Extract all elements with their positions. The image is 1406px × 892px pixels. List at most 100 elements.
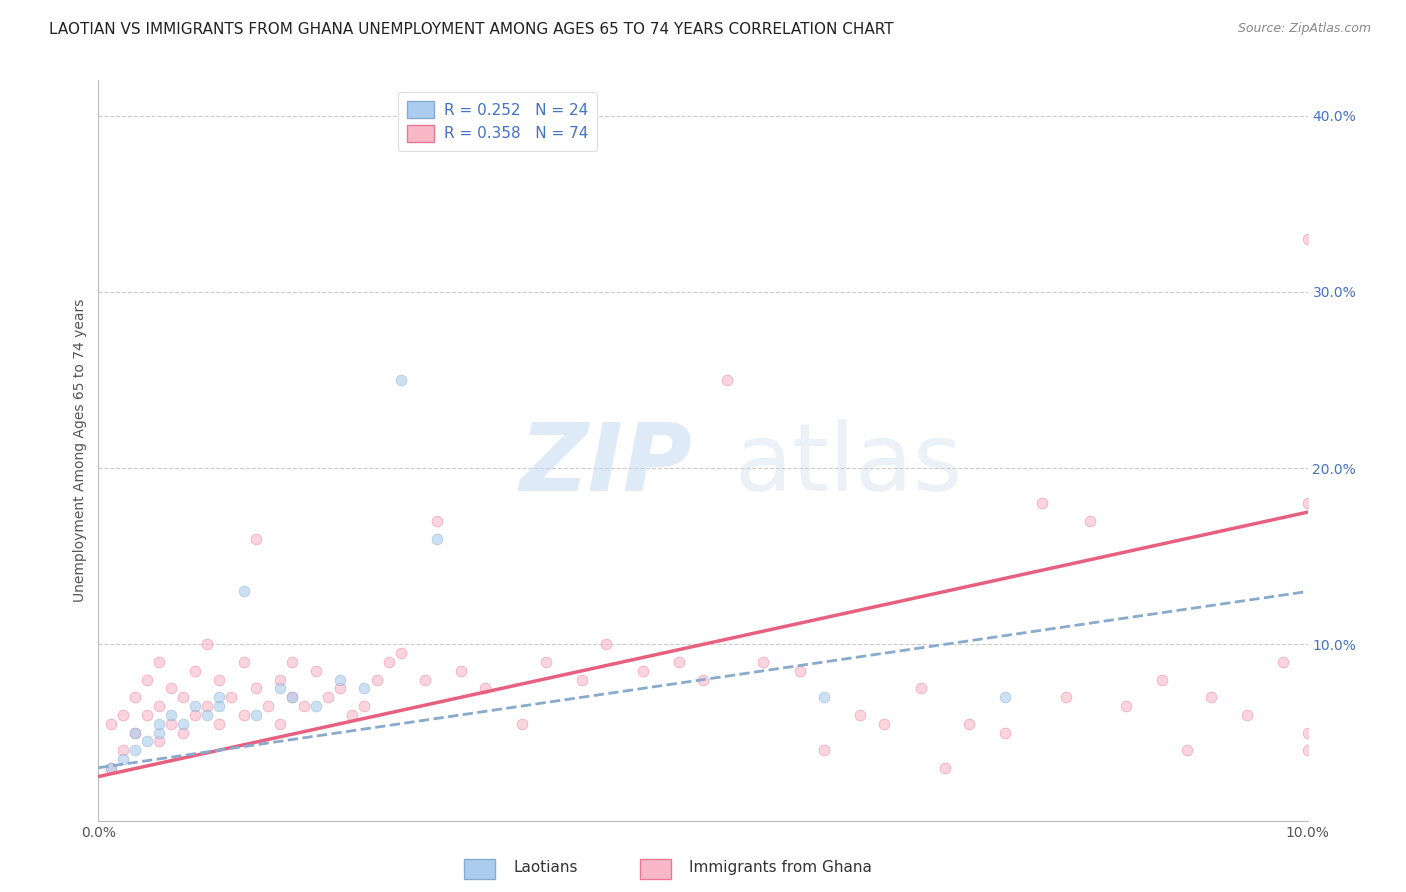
- Point: [342, 707, 364, 722]
- Point: [994, 725, 1017, 739]
- Point: [281, 690, 304, 705]
- Point: [208, 673, 231, 687]
- Point: [269, 681, 291, 696]
- Point: [148, 716, 170, 731]
- Point: [1296, 232, 1319, 246]
- Point: [353, 699, 375, 714]
- Point: [389, 373, 412, 387]
- Point: [124, 690, 146, 705]
- Point: [160, 707, 183, 722]
- Point: [124, 725, 146, 739]
- Point: [1175, 743, 1198, 757]
- Point: [1199, 690, 1222, 705]
- Point: [281, 655, 304, 669]
- Point: [195, 707, 218, 722]
- Point: [994, 690, 1017, 705]
- Point: [595, 637, 617, 651]
- Point: [111, 752, 134, 766]
- Point: [208, 690, 231, 705]
- Point: [873, 716, 896, 731]
- Point: [172, 716, 194, 731]
- Point: [232, 655, 254, 669]
- Point: [910, 681, 932, 696]
- Point: [111, 743, 134, 757]
- Point: [813, 743, 835, 757]
- Point: [172, 690, 194, 705]
- Point: [100, 716, 122, 731]
- Point: [366, 673, 388, 687]
- Point: [172, 725, 194, 739]
- Text: Immigrants from Ghana: Immigrants from Ghana: [689, 860, 872, 874]
- Point: [329, 681, 352, 696]
- Point: [849, 707, 872, 722]
- Point: [148, 725, 170, 739]
- Point: [957, 716, 980, 731]
- Text: Source: ZipAtlas.com: Source: ZipAtlas.com: [1237, 22, 1371, 36]
- Point: [1078, 514, 1101, 528]
- Point: [184, 664, 207, 678]
- Point: [135, 673, 157, 687]
- Point: [292, 699, 315, 714]
- Point: [389, 646, 412, 660]
- Point: [1272, 655, 1295, 669]
- Point: [100, 761, 122, 775]
- Text: atlas: atlas: [734, 419, 962, 511]
- Y-axis label: Unemployment Among Ages 65 to 74 years: Unemployment Among Ages 65 to 74 years: [73, 299, 87, 602]
- Point: [245, 532, 267, 546]
- Point: [692, 673, 714, 687]
- Point: [195, 637, 218, 651]
- Text: LAOTIAN VS IMMIGRANTS FROM GHANA UNEMPLOYMENT AMONG AGES 65 TO 74 YEARS CORRELAT: LAOTIAN VS IMMIGRANTS FROM GHANA UNEMPLO…: [49, 22, 894, 37]
- Point: [534, 655, 557, 669]
- Point: [426, 514, 449, 528]
- Point: [510, 716, 533, 731]
- Point: [668, 655, 690, 669]
- Point: [124, 725, 146, 739]
- Point: [571, 673, 593, 687]
- Point: [160, 681, 183, 696]
- Point: [413, 673, 436, 687]
- Point: [716, 373, 738, 387]
- Point: [377, 655, 399, 669]
- Point: [269, 716, 291, 731]
- Legend: R = 0.252   N = 24, R = 0.358   N = 74: R = 0.252 N = 24, R = 0.358 N = 74: [398, 92, 598, 152]
- Point: [221, 690, 243, 705]
- Point: [329, 673, 352, 687]
- Point: [426, 532, 449, 546]
- Point: [148, 655, 170, 669]
- Point: [111, 707, 134, 722]
- Point: [1152, 673, 1174, 687]
- Point: [281, 690, 304, 705]
- Point: [208, 716, 231, 731]
- Point: [1054, 690, 1077, 705]
- Point: [135, 707, 157, 722]
- Point: [148, 734, 170, 748]
- Point: [316, 690, 339, 705]
- Point: [160, 716, 183, 731]
- Point: [245, 707, 267, 722]
- Point: [789, 664, 811, 678]
- Point: [100, 761, 122, 775]
- Point: [934, 761, 956, 775]
- Point: [269, 673, 291, 687]
- Point: [305, 664, 328, 678]
- Point: [1296, 725, 1319, 739]
- Point: [1236, 707, 1258, 722]
- Point: [124, 743, 146, 757]
- Point: [450, 664, 472, 678]
- Point: [232, 707, 254, 722]
- Point: [353, 681, 375, 696]
- Point: [245, 681, 267, 696]
- Point: [208, 699, 231, 714]
- Point: [474, 681, 496, 696]
- Point: [752, 655, 775, 669]
- Point: [184, 707, 207, 722]
- Point: [232, 584, 254, 599]
- Point: [1031, 496, 1053, 510]
- Point: [1296, 743, 1319, 757]
- Point: [148, 699, 170, 714]
- Text: ZIP: ZIP: [520, 419, 693, 511]
- Point: [631, 664, 654, 678]
- Point: [195, 699, 218, 714]
- Text: Laotians: Laotians: [513, 860, 578, 874]
- Point: [1296, 496, 1319, 510]
